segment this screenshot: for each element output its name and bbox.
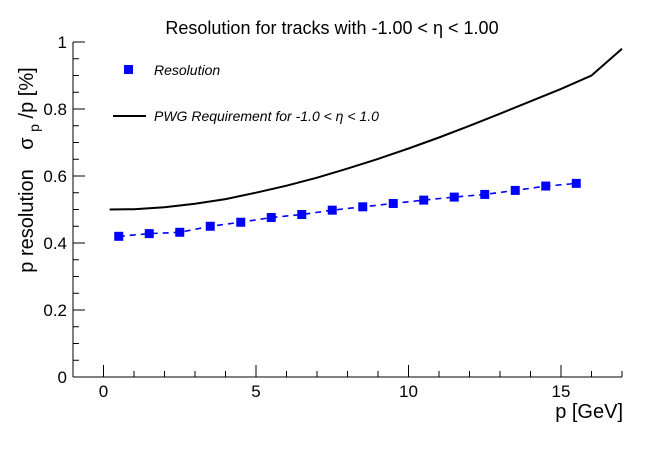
- resolution-point: [175, 227, 185, 237]
- resolution-point: [114, 231, 124, 241]
- x-tick-label: 15: [552, 382, 571, 401]
- resolution-point: [236, 217, 246, 227]
- y-tick-label: 0.2: [43, 301, 67, 320]
- resolution-point: [541, 181, 551, 191]
- resolution-point: [144, 229, 154, 239]
- y-axis-title-subscript: p: [26, 124, 42, 132]
- resolution-dashed-line: [118, 182, 577, 238]
- resolution-point: [327, 205, 337, 215]
- x-tick-label: 0: [99, 382, 108, 401]
- resolution-point: [358, 202, 368, 212]
- legend-marker-resolution: [124, 65, 133, 74]
- resolution-point: [480, 189, 490, 199]
- y-axis-title-prefix: p resolution: [16, 169, 38, 272]
- chart-title: Resolution for tracks with -1.00 < η < 1…: [165, 18, 498, 38]
- y-tick-label: 0: [58, 368, 67, 387]
- resolution-point: [510, 185, 520, 195]
- pwg-requirement-line: [109, 47, 623, 211]
- resolution-point: [297, 210, 307, 220]
- x-axis-title: p [GeV]: [555, 401, 623, 423]
- y-tick-label: 0.8: [43, 100, 67, 119]
- y-axis-title-suffix: /p [%]: [16, 67, 38, 118]
- svg-text:p resolution σ p: p resolution σ p /p [%]: [16, 67, 44, 272]
- resolution-point: [571, 178, 581, 188]
- resolution-point: [205, 221, 215, 231]
- y-tick-label: 0.4: [43, 234, 67, 253]
- x-tick-label: 5: [251, 382, 260, 401]
- y-tick-label: 0.6: [43, 167, 67, 186]
- resolution-point: [388, 198, 398, 208]
- resolution-point: [266, 213, 276, 223]
- x-tick-label: 10: [399, 382, 418, 401]
- legend-label-pwg: PWG Requirement for -1.0 < η < 1.0: [154, 108, 379, 124]
- resolution-point: [419, 195, 429, 205]
- y-axis-title-sigma: σ: [16, 137, 38, 150]
- y-axis-title: p resolution σ p /p [%]: [16, 67, 44, 272]
- legend: Resolution PWG Requirement for -1.0 < η …: [113, 62, 379, 124]
- y-tick-label: 1: [58, 33, 67, 52]
- legend-label-resolution: Resolution: [154, 62, 220, 78]
- resolution-point: [449, 192, 459, 202]
